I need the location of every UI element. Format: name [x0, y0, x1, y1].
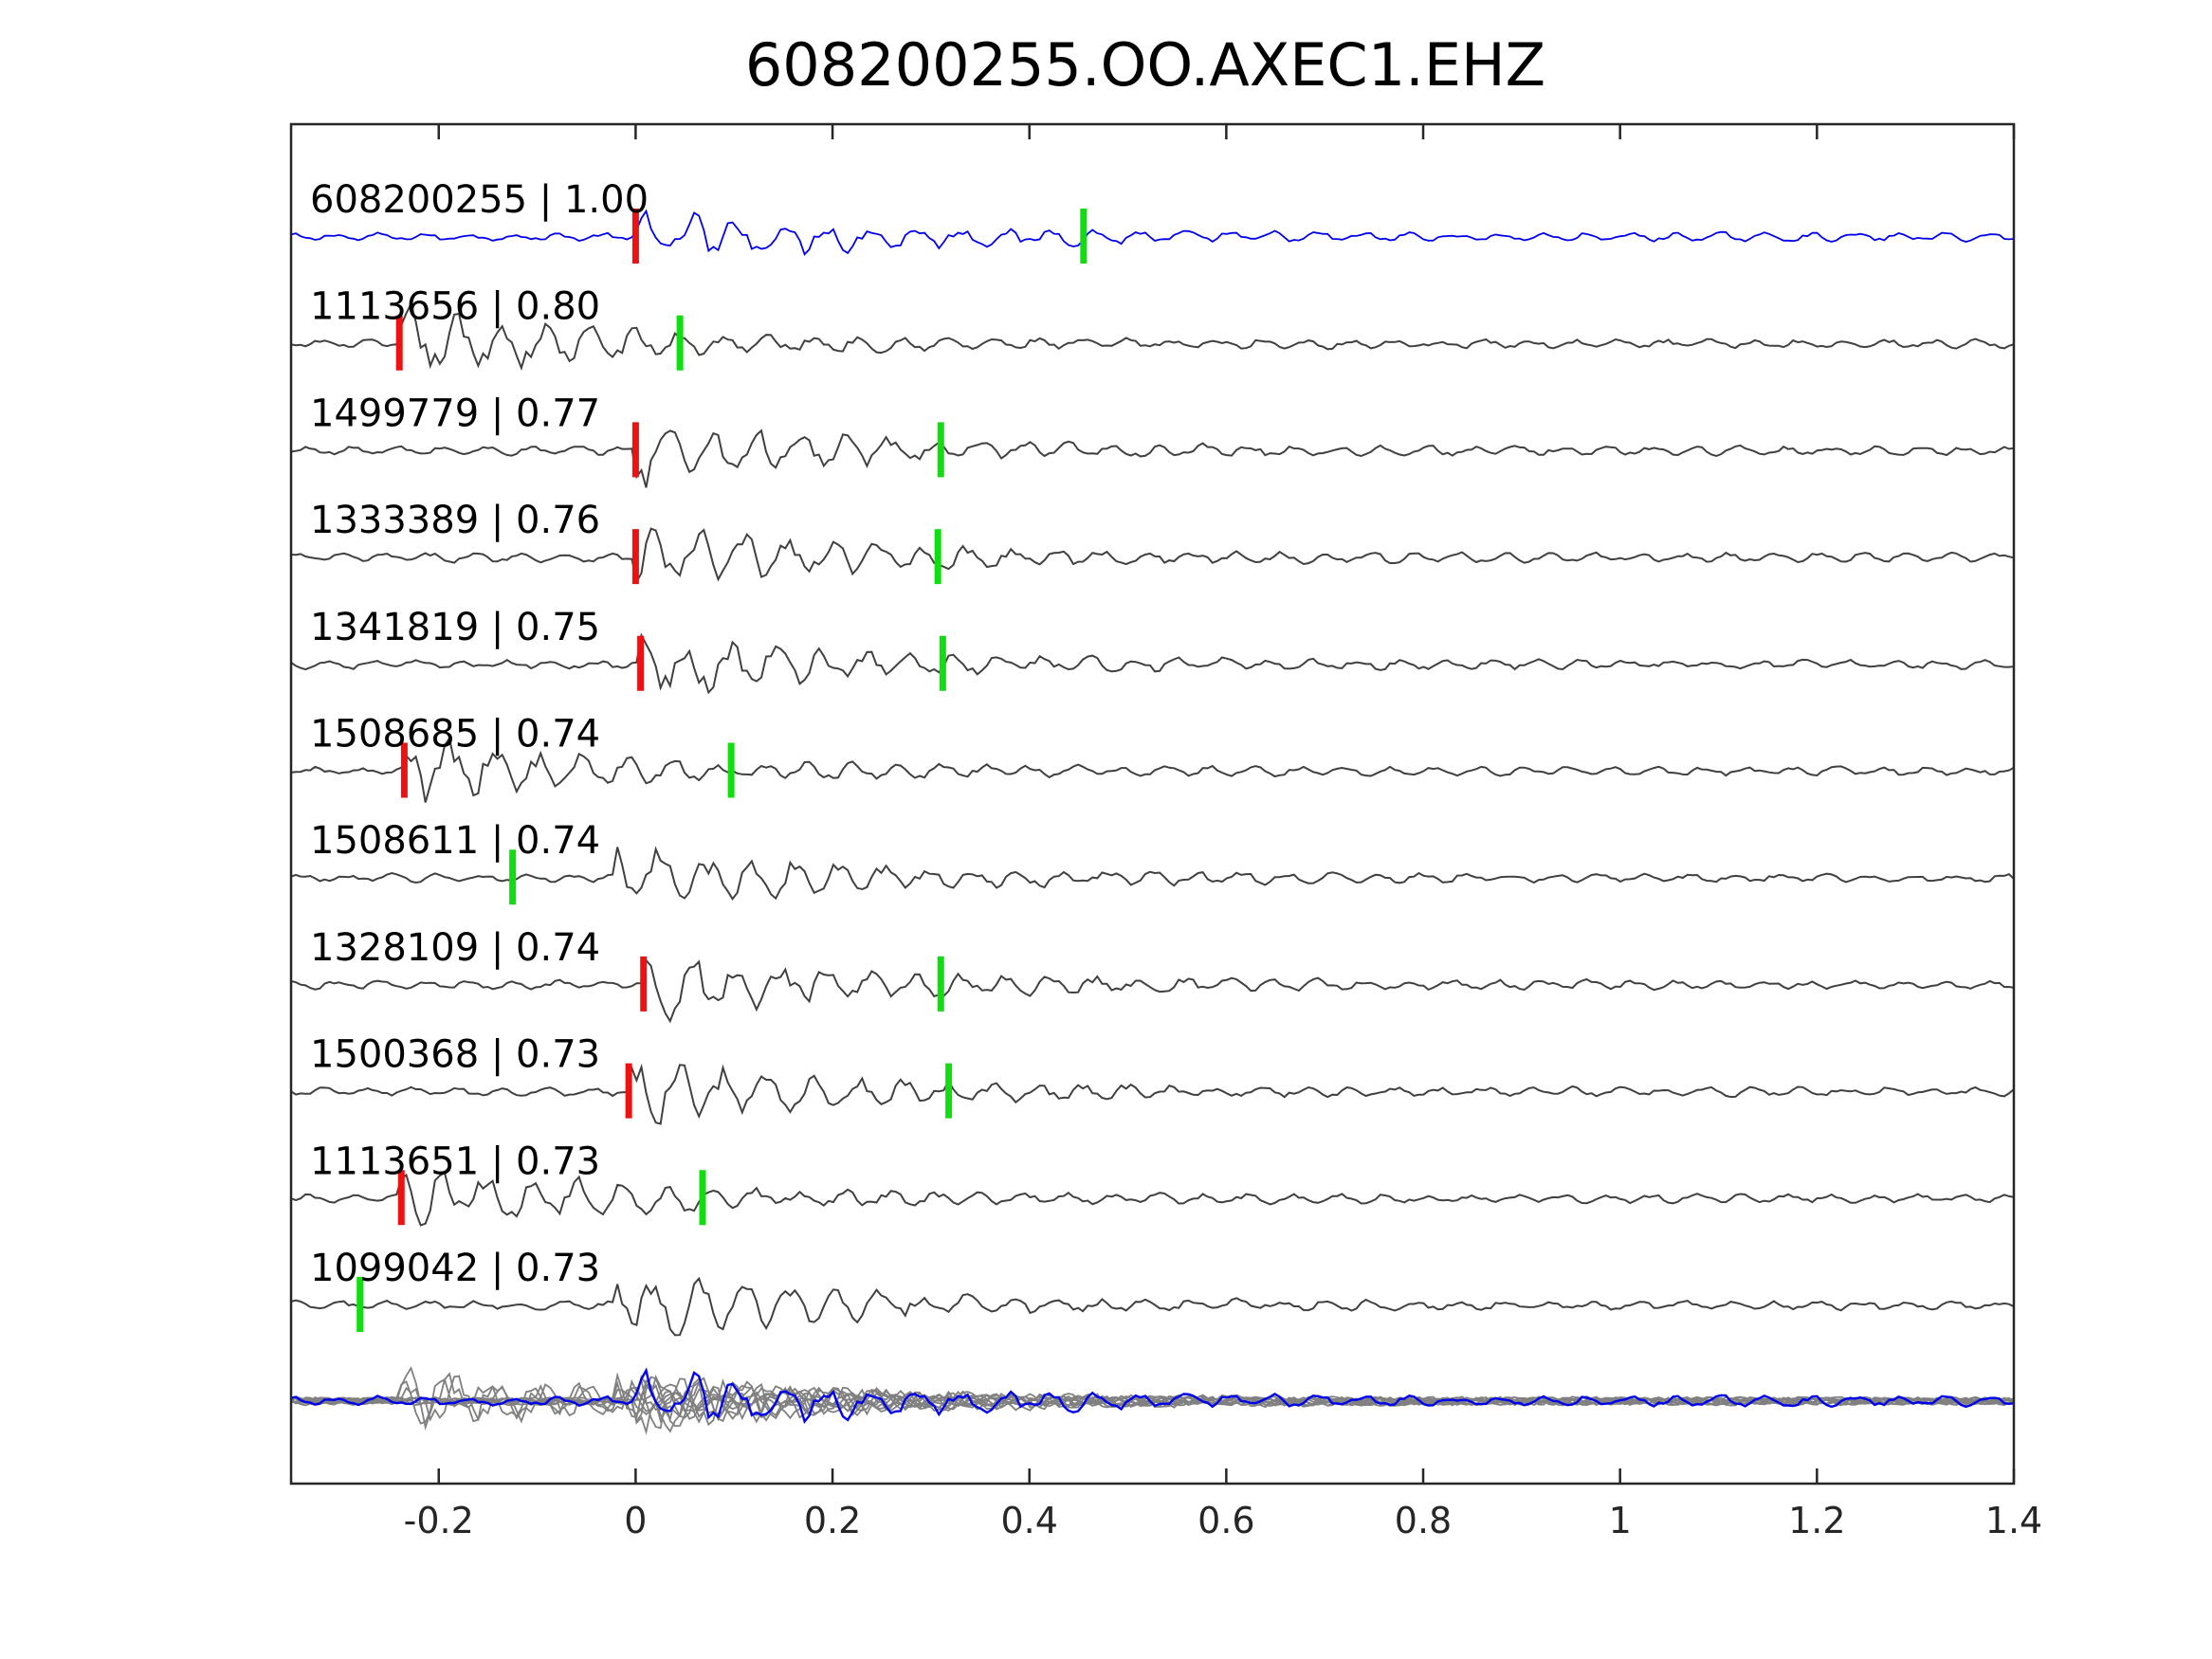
trace-waveform	[290, 209, 2015, 256]
trace-label: 1113651 | 0.73	[310, 1139, 600, 1183]
x-tick-label: 1.4	[1985, 1500, 2042, 1541]
x-axis: -0.2 0 0.2 0.4 0.6 0.8 1 1.2 1.4	[404, 124, 2042, 1541]
plot-frame	[289, 122, 2016, 1486]
trace-label: 1328109 | 0.74	[310, 926, 600, 970]
stack-layer	[290, 1365, 2015, 1435]
stack-template-trace	[290, 1367, 2015, 1425]
x-tick-label: 0	[624, 1500, 647, 1541]
trace-label: 1500368 | 0.73	[310, 1033, 600, 1077]
trace-waveform	[290, 846, 2015, 901]
stack-overlay-trace	[290, 1382, 2015, 1435]
trace-waveform	[290, 301, 2015, 372]
trace-waveform	[290, 1276, 2015, 1337]
x-tick-label: 1.2	[1788, 1500, 1845, 1541]
trace-label: 1499779 | 0.77	[310, 392, 600, 435]
x-tick-label: 1	[1609, 1500, 1632, 1541]
stack-overlay-trace	[290, 1376, 2015, 1428]
trace-label: 608200255 | 1.00	[310, 178, 649, 222]
chart-title: 608200255.OO.AXEC1.EHZ	[745, 30, 1545, 100]
x-tick-label: 0.4	[1000, 1500, 1057, 1541]
trace-waveform	[290, 736, 2015, 803]
trace-waveform	[290, 957, 2015, 1024]
trace-label: 1508685 | 0.74	[310, 713, 600, 757]
trace-label: 1333389 | 0.76	[310, 499, 600, 542]
stack-overlay-trace	[290, 1372, 2015, 1420]
trace-waveform	[290, 1063, 2015, 1125]
trace-label: 1508611 | 0.74	[310, 819, 600, 863]
trace-label: 1113656 | 0.80	[310, 285, 600, 329]
stack-overlay-trace	[290, 1377, 2015, 1425]
trace-waveform	[290, 428, 2015, 488]
stack-overlay-trace	[290, 1378, 2015, 1433]
x-tick-label: 0.8	[1395, 1500, 1452, 1541]
trace-label: 1341819 | 0.75	[310, 606, 600, 649]
stack-overlay-trace	[290, 1365, 2015, 1424]
x-tick-label: 0.6	[1197, 1500, 1254, 1541]
x-tick-label: -0.2	[404, 1500, 474, 1541]
trace-waveform	[290, 527, 2015, 585]
picks-layer	[356, 209, 1088, 1332]
trace-label: 1099042 | 0.73	[310, 1247, 600, 1290]
trace-waveform	[290, 632, 2015, 695]
trace-waveform	[290, 1171, 2015, 1227]
x-tick-label: 0.2	[804, 1500, 861, 1541]
traces-layer	[290, 209, 2015, 1337]
trace-labels-layer: 608200255 | 1.00 1113656 | 0.80 1499779 | …	[310, 178, 649, 1290]
